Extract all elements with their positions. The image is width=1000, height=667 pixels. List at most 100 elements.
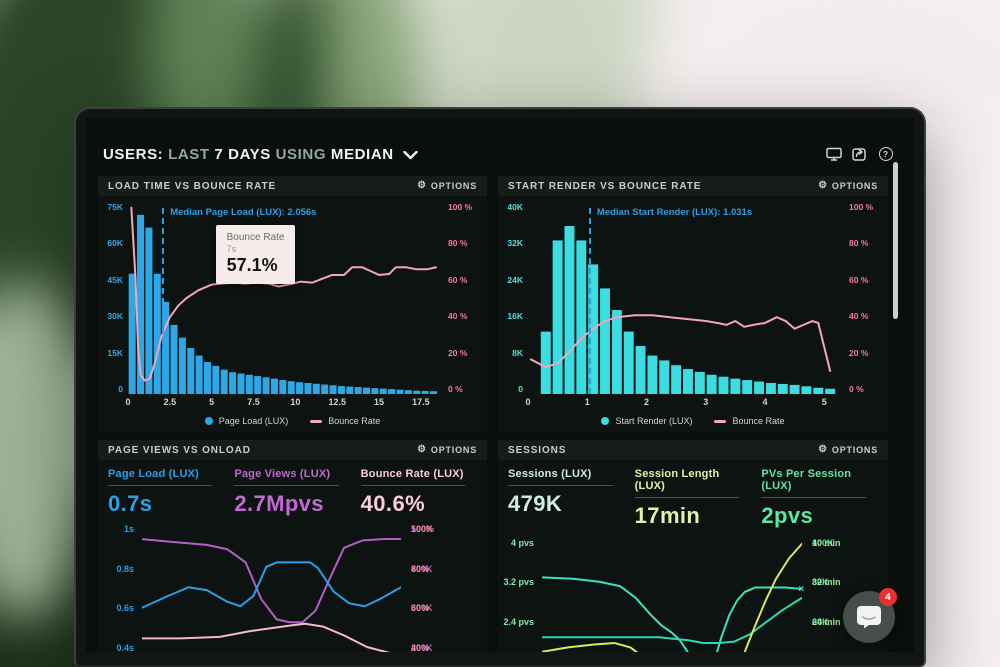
panel-sessions: SESSIONS ⚙ OPTIONS Sessions (LUX) 479K Se…	[498, 440, 888, 652]
y-axis-right: 100 % 80 % 60 % 40 % 20 % 0 %	[441, 202, 487, 394]
x-axis: 0 1 2 3 4 5	[525, 394, 842, 410]
panel-title: PAGE VIEWS VS ONLOAD	[108, 444, 251, 456]
x-tick-label: 2	[643, 397, 649, 407]
gear-icon: ⚙	[818, 180, 828, 191]
legend-label: Start Render (LUX)	[615, 416, 693, 426]
y-tick-label: 0.4s	[116, 642, 134, 652]
y-tick-label: 40K	[507, 202, 523, 212]
panel-header: PAGE VIEWS VS ONLOAD ⚙ OPTIONS	[98, 440, 487, 460]
bounce-rate-tooltip: Bounce Rate 7s 57.1%	[215, 225, 296, 285]
y-tick-label: 2.4 pvs	[503, 616, 534, 627]
metric-underline	[508, 485, 613, 486]
metric-page-views: Page Views (LUX) 2.7Mpvs	[234, 468, 350, 517]
x-tick-label: 15	[374, 397, 385, 407]
plot-area: ✕	[542, 535, 805, 652]
x-tick-label: 7.5	[247, 397, 260, 407]
x-tick-label: 2.5	[163, 397, 177, 407]
legend-bounce-rate[interactable]: Bounce Rate	[714, 416, 785, 426]
x-tick-label: 12.5	[328, 397, 346, 407]
y-tick-label: 24K	[507, 274, 523, 285]
metric-bounce-rate: Bounce Rate (LUX) 40.6%	[360, 468, 477, 517]
y-tick-label: 0	[118, 383, 123, 394]
y-tick-label: 1s	[123, 524, 134, 535]
legend-page-load[interactable]: Page Load (LUX)	[204, 416, 289, 426]
y-tick-label: 0.8s	[116, 563, 134, 574]
y-tick-label: 40 %	[448, 311, 468, 322]
tooltip-series-label: Bounce Rate	[226, 232, 285, 244]
panel-page-views-vs-onload: PAGE VIEWS VS ONLOAD ⚙ OPTIONS Page Load …	[98, 440, 487, 652]
panel-title: LOAD TIME VS BOUNCE RATE	[108, 180, 277, 192]
x-tick-label: 4	[762, 397, 768, 407]
legend-dot-icon	[601, 417, 610, 425]
metric-pvs-per-session: PVs Per Session (LUX) 2pvs	[761, 468, 878, 529]
options-label: OPTIONS	[430, 181, 477, 191]
tooltip-x-value: 7s	[226, 244, 237, 255]
y-tick-label: 100 %	[448, 202, 473, 212]
header-icon-group: ?	[825, 147, 894, 162]
y-tick-label: 20 %	[448, 347, 468, 358]
metric-underline	[108, 485, 213, 486]
metric-label: Sessions (LUX)	[508, 468, 592, 480]
options-button[interactable]: ⚙ OPTIONS	[417, 181, 477, 192]
dashboard-header: USERS: LAST 7 DAYS USING MEDIAN ?	[103, 141, 894, 167]
gear-icon: ⚙	[417, 444, 427, 455]
metric-value: 2.7Mpvs	[234, 491, 324, 516]
display-icon[interactable]	[825, 147, 842, 162]
options-button[interactable]: ⚙ OPTIONS	[417, 444, 477, 456]
x-axis: 0 2.5 5 7.5 10 12.5 15 17.5	[125, 394, 441, 410]
scrollbar-thumb[interactable]	[893, 162, 898, 319]
x-tick-label: 17.5	[412, 397, 430, 407]
options-button[interactable]: ⚙ OPTIONS	[818, 444, 878, 456]
y-tick-label: 15K	[107, 347, 123, 358]
panel-title: SESSIONS	[508, 444, 567, 456]
x-tick-label: 5	[821, 397, 827, 407]
chevron-down-icon	[402, 148, 418, 160]
dashboard-screen: USERS: LAST 7 DAYS USING MEDIAN ? LOAD T…	[86, 119, 914, 652]
panel-load-time-vs-bounce-rate: LOAD TIME VS BOUNCE RATE ⚙ OPTIONS 75K 60K…	[98, 176, 487, 432]
metrics-row: Page Load (LUX) 0.7s Page Views (LUX) 2.…	[98, 460, 487, 519]
legend-bounce-rate[interactable]: Bounce Rate	[310, 416, 380, 426]
metric-label: PVs Per Session (LUX)	[761, 468, 852, 492]
legend-dash-icon	[714, 419, 727, 423]
report-scope-dropdown[interactable]: USERS: LAST 7 DAYS USING MEDIAN	[103, 146, 418, 163]
chart-page-views: 1s 0.8s 0.6s 0.4s 500K 100% 400K 80% 300K 60% 200…	[98, 523, 487, 652]
x-tick-label: 0	[525, 397, 531, 407]
metric-underline	[761, 497, 867, 498]
y-tick-label: 100 %	[849, 202, 874, 212]
median-annotation: Median Start Render (LUX): 1.031s	[596, 207, 753, 218]
legend: Page Load (LUX) Bounce Rate	[98, 410, 487, 432]
y-axis-left: 40K 32K 24K 16K 8K 0	[498, 202, 528, 394]
y-tick-label: 60 %	[448, 274, 468, 285]
plot-area	[142, 523, 401, 652]
x-tick-label: 5	[209, 397, 215, 407]
y-tick-label: 20 %	[849, 347, 869, 358]
legend: Start Render (LUX) Bounce Rate	[498, 410, 888, 432]
metric-underline	[234, 485, 339, 486]
legend-label: Page Load (LUX)	[218, 416, 289, 426]
x-tick-label: 10	[290, 397, 301, 407]
legend-start-render[interactable]: Start Render (LUX)	[601, 416, 692, 426]
share-icon[interactable]	[851, 147, 868, 162]
y-tick-label: 75K	[107, 202, 123, 212]
metric-value: 2pvs	[761, 503, 814, 528]
y-tick-label: 16K	[507, 311, 523, 322]
metric-label: Page Views (LUX)	[234, 468, 331, 480]
page-title: USERS: LAST 7 DAYS USING MEDIAN	[103, 145, 394, 163]
y-tick-label: 8K	[512, 347, 523, 358]
help-icon[interactable]: ?	[877, 147, 894, 162]
gear-icon: ⚙	[818, 444, 828, 455]
chat-widget-button[interactable]: 4	[843, 588, 897, 643]
y-tick-label: 60 %	[849, 274, 869, 285]
tooltip-value: 57.1%	[226, 255, 278, 276]
metric-underline	[634, 497, 740, 498]
median-dashed-line	[162, 207, 165, 394]
plot-area: Median Start Render (LUX): 1.031s	[528, 202, 842, 394]
options-button[interactable]: ⚙ OPTIONS	[818, 180, 878, 192]
panels-grid: LOAD TIME VS BOUNCE RATE ⚙ OPTIONS 75K 60K…	[98, 176, 888, 652]
median-dashed-line	[589, 207, 592, 394]
y-axis-left: 1s 0.8s 0.6s 0.4s	[98, 523, 142, 652]
panel-header: START RENDER VS BOUNCE RATE ⚙ OPTIONS	[498, 176, 888, 196]
metric-label: Session Length (LUX)	[634, 468, 720, 492]
median-annotation: Median Page Load (LUX): 2.056s	[170, 207, 317, 218]
legend-label: Bounce Rate	[328, 416, 381, 426]
